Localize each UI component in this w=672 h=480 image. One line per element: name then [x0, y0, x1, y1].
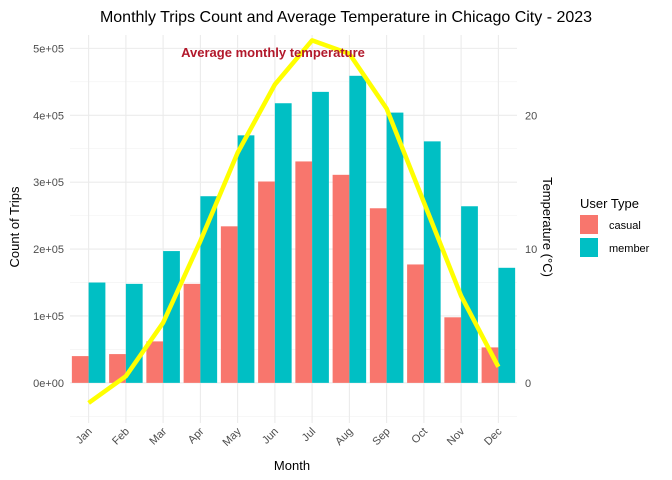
legend: User Type casual member: [580, 196, 650, 257]
y-axis-title: Count of Trips: [7, 186, 22, 267]
x-tick-label: Mar: [147, 425, 169, 447]
bar-casual-mar: [146, 341, 164, 383]
bars: [71, 75, 516, 383]
bar-member-aug: [349, 75, 367, 383]
x-tick-label: Jun: [260, 426, 281, 447]
y2-tick-label: 0: [525, 378, 531, 390]
x-tick-label: Feb: [110, 426, 132, 448]
bar-member-jan: [88, 282, 106, 383]
bar-casual-apr: [183, 283, 201, 383]
temperature-annotation: Average monthly temperature: [181, 45, 365, 60]
y2-tick-label: 20: [525, 110, 537, 122]
temperature-line-path: [87, 38, 501, 405]
x-tick-label: Oct: [409, 426, 430, 447]
y-tick-label: 0e+00: [33, 378, 64, 390]
bar-casual-jul: [295, 161, 313, 383]
bar-casual-aug: [332, 174, 350, 383]
x-tick-label: Aug: [333, 426, 355, 448]
bar-member-nov: [461, 206, 478, 383]
y-axis-ticks: 0e+00 1e+05 2e+05 3e+05 4e+05 5e+05: [33, 43, 64, 389]
legend-key-member: [580, 238, 598, 257]
x-axis-title: Month: [274, 458, 310, 473]
legend-title: User Type: [580, 196, 639, 211]
bar-member-jul: [312, 91, 329, 383]
x-tick-label: Apr: [186, 425, 207, 446]
bar-casual-feb: [109, 354, 126, 383]
x-tick-label: Sep: [370, 426, 392, 448]
bar-member-mar: [163, 251, 180, 383]
bar-member-jun: [274, 103, 292, 383]
chart-title: Monthly Trips Count and Average Temperat…: [100, 9, 592, 26]
legend-label-member: member: [609, 243, 650, 255]
x-tick-label: May: [221, 425, 245, 449]
legend-key-casual: [580, 215, 598, 234]
x-tick-label: Dec: [482, 425, 505, 448]
y-tick-label: 1e+05: [33, 311, 64, 323]
x-tick-label: Nov: [445, 425, 468, 448]
bar-casual-may: [220, 226, 238, 383]
bar-member-dec: [498, 267, 516, 383]
bar-member-sep: [386, 112, 404, 383]
x-tick-label: Jul: [300, 426, 318, 444]
y2-axis-ticks: 0 10 20: [525, 110, 537, 390]
bar-casual-jan: [71, 356, 89, 383]
y-tick-label: 4e+05: [33, 110, 64, 122]
y-tick-label: 5e+05: [33, 43, 64, 55]
temperature-line: [87, 38, 501, 405]
y2-axis-title: Temperature (°C): [540, 177, 555, 277]
bar-casual-jun: [258, 181, 275, 383]
y2-tick-label: 10: [525, 244, 537, 256]
bar-casual-oct: [407, 264, 424, 383]
bar-member-oct: [423, 141, 441, 383]
bar-member-may: [237, 135, 255, 383]
legend-label-casual: casual: [609, 220, 641, 232]
x-axis-ticks: Jan Feb Mar Apr May Jun Jul Aug Sep Oct Nov Dec: [74, 425, 505, 449]
bar-casual-sep: [369, 208, 387, 383]
x-tick-label: Jan: [74, 426, 95, 447]
bar-member-apr: [200, 196, 218, 383]
bar-casual-nov: [444, 317, 462, 383]
y-tick-label: 3e+05: [33, 177, 64, 189]
y-tick-label: 2e+05: [33, 244, 64, 256]
